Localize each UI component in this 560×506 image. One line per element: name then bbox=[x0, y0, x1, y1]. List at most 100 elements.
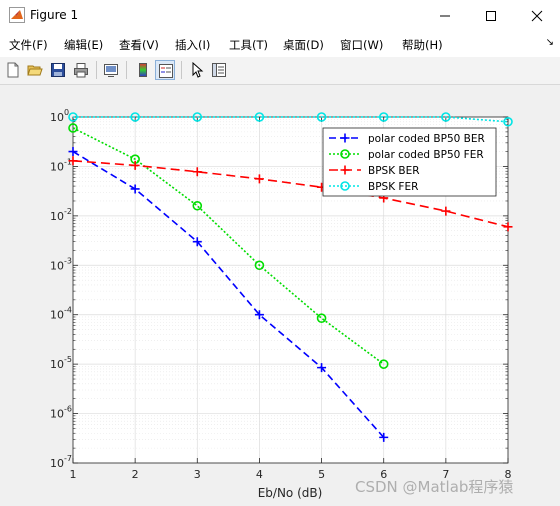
maximize-icon bbox=[486, 11, 496, 21]
series-line bbox=[73, 116, 509, 123]
menu-bar: 文件(F) 编辑(E) 查看(V) 插入(I) 工具(T) 桌面(D) 窗口(W… bbox=[0, 31, 560, 57]
open-file-button[interactable] bbox=[25, 60, 45, 80]
data-point-marker bbox=[254, 174, 264, 184]
toolbar-separator bbox=[126, 61, 127, 79]
x-tick-label: 3 bbox=[194, 468, 201, 481]
save-icon bbox=[51, 63, 65, 77]
data-point-marker bbox=[503, 116, 513, 127]
series-line bbox=[72, 127, 385, 365]
data-point-marker bbox=[441, 112, 451, 122]
close-button[interactable] bbox=[514, 0, 560, 31]
colorbar-icon bbox=[139, 63, 147, 77]
toolbar bbox=[0, 57, 560, 85]
new-figure-button[interactable] bbox=[3, 60, 23, 80]
data-point-marker bbox=[379, 432, 389, 442]
menu-desktop[interactable]: 桌面(D) bbox=[283, 38, 324, 52]
print-preview-icon bbox=[104, 64, 118, 77]
data-point-marker bbox=[503, 222, 513, 232]
menu-edit[interactable]: 编辑(E) bbox=[64, 38, 104, 52]
property-editor-button[interactable] bbox=[209, 60, 229, 80]
data-point-marker bbox=[317, 363, 327, 373]
y-tick-label: 10-6 bbox=[50, 405, 72, 421]
window-title: Figure 1 bbox=[30, 8, 79, 22]
data-point-marker bbox=[378, 112, 389, 122]
print-button[interactable] bbox=[71, 60, 91, 80]
menu-window[interactable]: 窗口(W) bbox=[340, 38, 384, 52]
data-point-marker bbox=[130, 112, 140, 122]
legend-box bbox=[322, 127, 497, 197]
data-point-marker bbox=[441, 206, 451, 216]
data-point-marker bbox=[316, 313, 327, 324]
y-tick-label: 10-7 bbox=[50, 454, 72, 470]
legend-marker bbox=[340, 181, 350, 191]
y-tick-label: 100 bbox=[50, 108, 69, 124]
menu-tools[interactable]: 工具(T) bbox=[229, 38, 268, 52]
minimize-button[interactable] bbox=[422, 0, 468, 31]
x-tick-label: 8 bbox=[505, 468, 512, 481]
pointer-icon bbox=[192, 62, 204, 78]
matlab-app-icon bbox=[9, 7, 25, 23]
chart-svg: 1 2 3 4 5 6 7 8 10-7 10-6 10-5 10-4 10-3 10-2 10-1 100… bbox=[50, 108, 513, 500]
x-tick-label: 4 bbox=[256, 468, 263, 481]
y-tick-label: 10-1 bbox=[50, 157, 72, 173]
legend-entry: BPSK BER bbox=[368, 165, 420, 177]
pointer-button[interactable] bbox=[187, 60, 207, 80]
print-icon bbox=[74, 63, 88, 78]
data-point-marker bbox=[130, 184, 140, 194]
property-editor-icon bbox=[212, 63, 226, 77]
menu-insert[interactable]: 插入(I) bbox=[175, 38, 211, 52]
figure-canvas: 1 2 3 4 5 6 7 8 10-7 10-6 10-5 10-4 10-3 10-2 10-1 100… bbox=[0, 85, 560, 506]
toolbar-separator bbox=[181, 61, 182, 79]
watermark-text: CSDN @Matlab程序猿 bbox=[355, 478, 514, 496]
data-point-marker bbox=[192, 237, 202, 247]
series-4 bbox=[68, 112, 513, 127]
legend-marker bbox=[340, 149, 350, 159]
data-point-marker bbox=[192, 112, 203, 122]
legend-entry: polar coded BP50 BER bbox=[368, 133, 485, 145]
data-point-marker bbox=[68, 112, 78, 122]
legend-marker bbox=[340, 165, 350, 175]
legend-marker bbox=[340, 133, 350, 143]
data-point-marker bbox=[192, 167, 202, 177]
series-line bbox=[72, 159, 509, 228]
legend-entry: polar coded BP50 FER bbox=[368, 149, 484, 161]
data-point-marker bbox=[68, 156, 78, 166]
menu-dock-arrow-icon[interactable]: ↘ bbox=[545, 37, 554, 48]
x-tick-label: 5 bbox=[318, 468, 325, 481]
menu-view[interactable]: 查看(V) bbox=[119, 38, 159, 52]
x-tick-label: 6 bbox=[380, 468, 387, 481]
menu-file[interactable]: 文件(F) bbox=[9, 38, 48, 52]
minimize-icon bbox=[440, 15, 450, 17]
x-tick-label: 1 bbox=[70, 468, 77, 481]
x-axis-label: Eb/No (dB) bbox=[258, 486, 323, 500]
legend-entry: BPSK FER bbox=[368, 181, 418, 193]
series-line bbox=[72, 150, 385, 438]
y-tick-label: 10-5 bbox=[50, 355, 72, 371]
colorbar-button[interactable] bbox=[133, 60, 153, 80]
x-tick-label: 7 bbox=[442, 468, 449, 481]
data-point-marker bbox=[378, 359, 389, 369]
data-point-marker bbox=[68, 123, 78, 133]
data-point-marker bbox=[68, 147, 78, 157]
legend-button[interactable] bbox=[155, 60, 175, 80]
data-point-marker bbox=[254, 112, 265, 122]
data-point-marker bbox=[316, 112, 327, 122]
y-tick-label: 10-2 bbox=[50, 207, 72, 223]
legend[interactable]: polar coded BP50 BER polar coded BP50 FER… bbox=[322, 127, 497, 197]
save-button[interactable] bbox=[48, 60, 68, 80]
close-icon bbox=[531, 10, 543, 22]
maximize-button[interactable] bbox=[468, 0, 514, 31]
data-point-marker bbox=[130, 160, 140, 170]
legend-icon bbox=[159, 64, 173, 78]
menu-help[interactable]: 帮助(H) bbox=[402, 38, 443, 52]
series-1 bbox=[68, 147, 389, 442]
title-bar: Figure 1 bbox=[0, 0, 560, 31]
y-tick-label: 10-4 bbox=[50, 306, 72, 322]
data-point-marker bbox=[254, 310, 264, 320]
x-tick-label: 2 bbox=[132, 468, 139, 481]
y-tick-label: 10-3 bbox=[50, 256, 72, 272]
open-file-icon bbox=[27, 65, 43, 76]
data-point-marker bbox=[192, 200, 203, 211]
print-preview-button[interactable] bbox=[101, 60, 121, 80]
new-figure-icon bbox=[7, 62, 19, 78]
